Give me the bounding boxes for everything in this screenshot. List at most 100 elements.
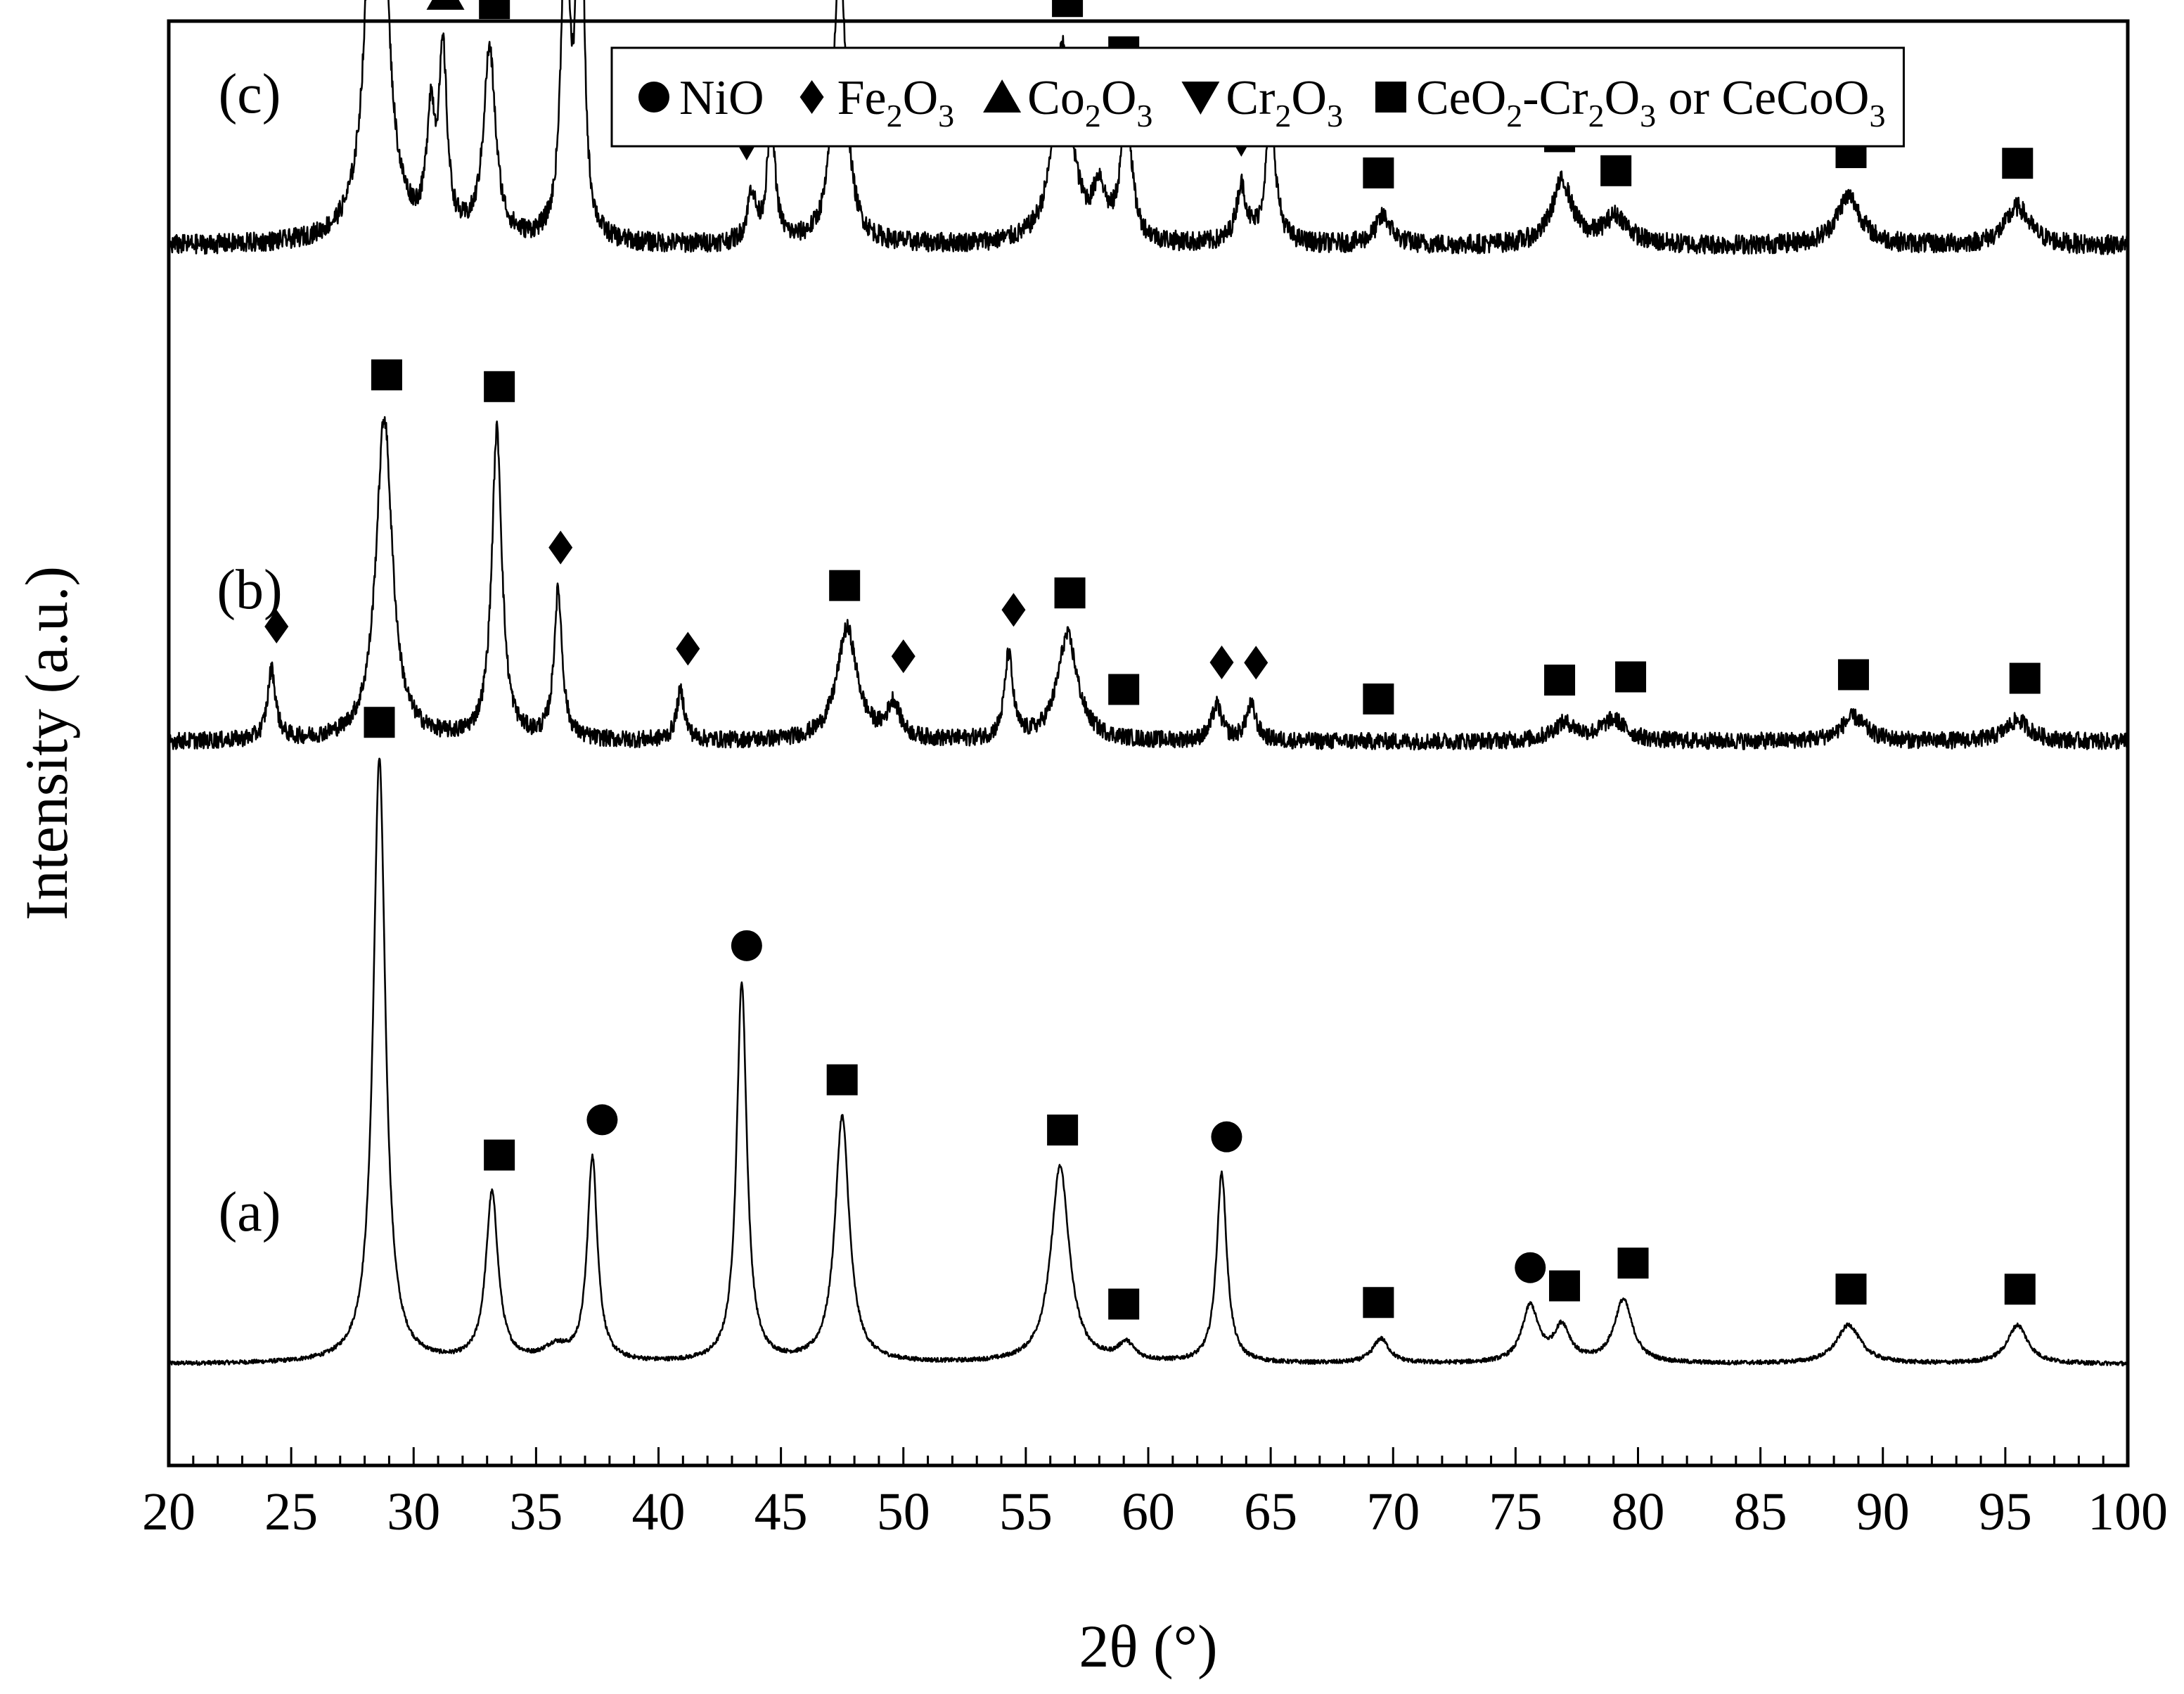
diamond-marker — [799, 80, 824, 114]
x-tick-label: 100 — [2088, 1482, 2168, 1541]
square-marker — [1375, 82, 1406, 113]
legend-text-part: CeO — [1416, 71, 1506, 125]
diamond-marker — [891, 639, 916, 674]
square-marker — [2004, 1273, 2036, 1305]
legend-subscript: 3 — [1869, 98, 1885, 134]
square-marker — [1363, 684, 1394, 715]
square-marker — [1054, 577, 1086, 609]
square-marker — [1615, 661, 1647, 693]
triangle-up-marker — [983, 79, 1022, 113]
x-tick-label: 30 — [387, 1482, 440, 1541]
square-marker — [371, 359, 402, 391]
square-marker — [2002, 148, 2034, 179]
legend-text-part: O — [1605, 71, 1640, 125]
legend-entry-2: Co2O3 — [1027, 71, 1152, 134]
legend-text-part: or CeCoO — [1656, 71, 1869, 125]
square-marker — [1549, 1270, 1581, 1302]
x-axis-ticks — [167, 1447, 2129, 1465]
square-marker — [1108, 674, 1140, 705]
legend: NiO Fe2O3 Co2O3 Cr2O3 CeO2-Cr2O3 or CeCoO3 — [610, 46, 1905, 148]
x-tick-label: 25 — [264, 1482, 318, 1541]
legend-entry-0: NiO — [679, 71, 764, 125]
x-tick-label: 70 — [1366, 1482, 1420, 1541]
x-tick-label: 85 — [1734, 1482, 1787, 1541]
x-tick-label: 80 — [1612, 1482, 1665, 1541]
legend-subscript: 2 — [1085, 98, 1101, 134]
diamond-marker — [264, 610, 289, 644]
legend-subscript: 2 — [1506, 98, 1522, 134]
x-tick-label: 60 — [1122, 1482, 1175, 1541]
square-marker — [2009, 662, 2041, 694]
square-marker — [1544, 665, 1576, 696]
square-marker — [1108, 1288, 1140, 1320]
square-marker — [364, 707, 395, 738]
legend-entry-1: Fe2O3 — [837, 71, 955, 134]
peak-markers-layer — [264, 0, 2041, 1320]
x-axis-title: 2θ (°) — [1079, 1612, 1217, 1680]
square-marker — [829, 570, 861, 601]
curves-layer — [167, 0, 2129, 1367]
diamond-marker — [1244, 646, 1268, 680]
legend-text-part: O — [1291, 71, 1327, 125]
square-marker — [1617, 1247, 1649, 1279]
square-marker — [1363, 1287, 1394, 1318]
legend-subscript: 3 — [1640, 98, 1656, 134]
diamond-marker — [676, 631, 700, 666]
legend-subscript: 2 — [1588, 98, 1605, 134]
x-tick-label: 40 — [632, 1482, 686, 1541]
square-marker — [826, 1064, 858, 1096]
square-marker — [1835, 1273, 1867, 1305]
legend-subscript: 3 — [1327, 98, 1343, 134]
diamond-marker — [1001, 593, 1026, 627]
x-tick-label: 45 — [754, 1482, 808, 1541]
square-marker — [484, 1139, 515, 1171]
legend-text-part: O — [903, 71, 939, 125]
square-marker — [484, 371, 515, 402]
legend-text-part: Co — [1027, 71, 1085, 125]
y-axis-title: Intensity (a.u.) — [13, 566, 80, 920]
legend-text-part: NiO — [679, 71, 764, 125]
series-line-1 — [168, 416, 2129, 751]
legend-box — [610, 46, 1905, 148]
x-tick-label: 65 — [1244, 1482, 1297, 1541]
square-marker — [1052, 0, 1084, 18]
curve-label: (c) — [219, 63, 281, 125]
legend-entry-3: Cr2O3 — [1226, 71, 1343, 134]
x-tick-label: 35 — [509, 1482, 563, 1541]
circle-marker — [1515, 1252, 1546, 1283]
curve-label: (a) — [219, 1181, 281, 1243]
triangle-down-marker — [1181, 82, 1220, 115]
square-marker — [1600, 155, 1632, 186]
curve-labels-layer: (a) (b) (c) — [217, 63, 282, 1243]
series-line-0 — [167, 757, 2129, 1367]
circle-marker — [731, 930, 762, 961]
legend-subscript: 2 — [1275, 98, 1291, 134]
legend-subscript: 3 — [1136, 98, 1152, 134]
square-marker — [479, 0, 510, 20]
x-tick-label: 75 — [1489, 1482, 1542, 1541]
legend-text-part: Cr — [1226, 71, 1275, 125]
legend-text-part: Fe — [837, 71, 887, 125]
legend-subscript: 3 — [938, 98, 954, 134]
legend-text-part: -Cr — [1522, 71, 1588, 125]
diamond-marker — [548, 530, 573, 565]
x-tick-label: 55 — [999, 1482, 1053, 1541]
square-marker — [1837, 659, 1869, 691]
series-line-2 — [167, 0, 2129, 255]
square-marker — [1047, 1114, 1079, 1146]
x-axis-tick-labels: 20 25 30 35 40 45 50 55 60 65 70 75 80 85 90 95 100 — [142, 1482, 2168, 1541]
square-marker — [1363, 157, 1394, 188]
triangle-up-marker — [426, 0, 465, 10]
legend-entry-4: CeO2-Cr2O3 or CeCoO3 — [1416, 71, 1886, 134]
x-tick-label: 20 — [142, 1482, 195, 1541]
x-tick-label: 90 — [1856, 1482, 1910, 1541]
circle-marker — [638, 82, 669, 113]
circle-marker — [586, 1104, 618, 1136]
x-tick-label: 50 — [877, 1482, 930, 1541]
circle-marker — [1211, 1121, 1242, 1153]
legend-subscript: 2 — [887, 98, 903, 134]
diamond-marker — [1209, 645, 1234, 679]
legend-text-part: O — [1101, 71, 1137, 125]
x-tick-label: 95 — [1979, 1482, 2032, 1541]
